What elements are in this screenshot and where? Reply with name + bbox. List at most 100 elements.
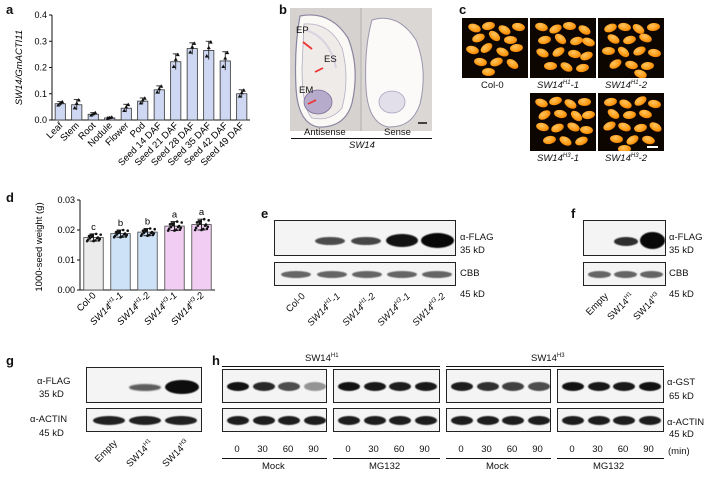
seed-image-col0: [462, 18, 528, 78]
d-point: [116, 230, 120, 233]
h-band: [363, 416, 386, 425]
h-time-label: 90: [308, 444, 319, 455]
h-band: [278, 382, 300, 391]
h-time-label: 0: [458, 444, 464, 455]
d-ytick-label: 0.03: [57, 195, 75, 205]
a-point: [190, 44, 195, 49]
h-actin-label: α-ACTIN: [667, 417, 705, 428]
seed: [550, 45, 567, 59]
a-ylabel: SW14/GmACTI11: [14, 30, 25, 105]
d-point: [115, 233, 119, 236]
h-treat-1: MG132: [369, 461, 401, 472]
h-bracket-h3: [446, 366, 664, 367]
a-point: [239, 90, 244, 95]
h-time-label: 90: [643, 444, 654, 455]
d-ytick-label: 0.01: [57, 255, 75, 265]
seed: [482, 68, 495, 76]
seed: [632, 94, 649, 108]
seed: [605, 32, 622, 46]
d-point: [140, 232, 144, 236]
seed: [544, 62, 557, 70]
seed: [646, 22, 661, 32]
a-bar: [153, 89, 165, 121]
a-ytick-label: 0.4: [34, 10, 47, 20]
a-point: [204, 53, 209, 58]
seed: [489, 56, 504, 68]
h-time-label: 0: [569, 444, 575, 455]
h-time-label: 30: [368, 444, 379, 455]
g-lane-label: SW14H1: [124, 438, 153, 470]
seed: [550, 122, 565, 134]
h-line-mg1: [333, 458, 440, 459]
d-point: [198, 222, 201, 225]
d-bar: [137, 231, 158, 291]
seed: [576, 23, 593, 37]
h-blot-gst: [222, 369, 327, 403]
g-45kd-label: 45 kD: [39, 428, 64, 439]
d-point: [149, 231, 153, 235]
h-line-mock2: [446, 458, 551, 459]
d-xtick-sup: H1: [106, 296, 116, 306]
a-ytick-label: 0.2: [34, 63, 47, 73]
h-group-h3: SW14H3: [531, 353, 565, 365]
seed: [602, 47, 615, 55]
seed: [622, 110, 637, 120]
d-point: [178, 228, 182, 231]
h-band: [363, 382, 386, 391]
seed: [617, 121, 632, 133]
a-point: [223, 56, 228, 60]
d-point: [197, 220, 201, 223]
h-time-label: 30: [592, 444, 603, 455]
e-flag-label: α-FLAG: [460, 232, 494, 243]
seed: [504, 36, 517, 44]
label-h1-1: SW14H1-1: [537, 80, 579, 92]
d-point: [86, 238, 90, 241]
d-point: [88, 236, 92, 240]
seed: [609, 134, 624, 144]
h-45kd-label: 45 kD: [669, 429, 694, 440]
h-blot-actin: [446, 408, 551, 432]
g-actin-label: α-ACTIN: [30, 414, 68, 425]
label-ep: EP: [296, 25, 309, 36]
h-band: [527, 416, 550, 425]
seed: [617, 21, 632, 33]
seed: [534, 97, 549, 109]
seed: [575, 62, 590, 74]
seed: [640, 61, 655, 71]
d-point: [99, 233, 102, 236]
a-point: [56, 102, 61, 107]
seed: [504, 56, 521, 72]
a-point: [241, 88, 246, 92]
d-point: [207, 218, 210, 222]
a-bar: [203, 50, 215, 121]
h-band: [227, 382, 249, 391]
a-point: [58, 101, 63, 105]
d-xtick-base: Col-0: [75, 290, 99, 314]
h-blot-gst: [446, 369, 551, 403]
a-point: [157, 86, 162, 91]
seed: [607, 57, 624, 71]
e-lane-label: SW14H3-1: [375, 291, 413, 329]
h-blot-actin: [557, 408, 664, 432]
h-band: [252, 416, 275, 425]
d-xtick-label: Col-0: [75, 290, 99, 314]
a-point: [159, 84, 164, 88]
a-point: [208, 40, 213, 44]
seed: [579, 50, 594, 62]
label-h3-1: SW14H3-1: [537, 153, 579, 165]
panel-label-f: f: [571, 206, 576, 221]
h-band: [414, 382, 437, 391]
chart-d: 0.00 0.01 0.02 0.03 1000-seed weight (g) c Col…: [34, 195, 215, 328]
bracket-line: [291, 138, 432, 139]
label-antisense: Antisense: [304, 127, 346, 138]
panel-label-b: b: [279, 2, 287, 17]
seed: [617, 97, 634, 111]
seed: [581, 36, 596, 48]
d-point: [97, 239, 101, 242]
h-unit-label: (min): [668, 446, 690, 457]
seed: [562, 21, 577, 31]
d-point: [126, 229, 129, 233]
a-point: [76, 98, 81, 102]
h-band: [303, 382, 326, 391]
d-point: [95, 236, 99, 240]
